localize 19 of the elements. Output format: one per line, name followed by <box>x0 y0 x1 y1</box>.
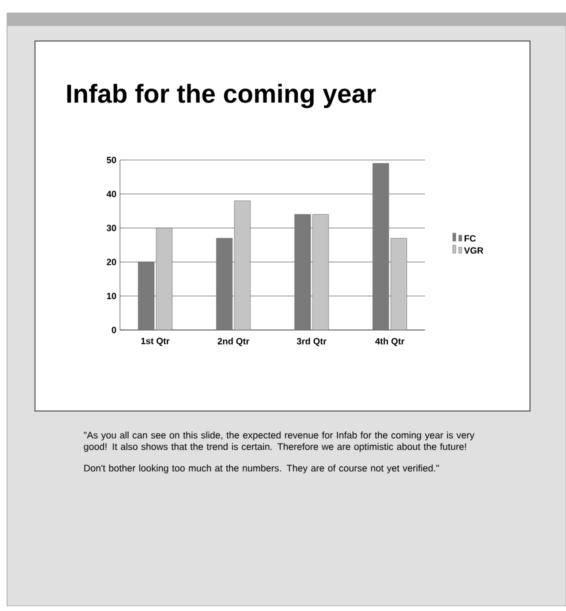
text: "As you all can see on this slide, the expected revenue for Infab for the coming year is very good! It also shows that the trend is certain. Therefore we are optimistic about the future! <box>84 432 474 452</box>
text: Don't bother looking too much at the numbers. They are of course not yet verified." <box>84 464 439 474</box>
y-tick-label: 50 <box>106 156 116 164</box>
x-tick-label: 4th Qtr <box>375 338 404 346</box>
bar <box>312 214 329 330</box>
x-tick-label: 1st Qtr <box>141 338 170 346</box>
x-tick-label: 2nd Qtr <box>218 338 250 346</box>
legend-label: VGR <box>464 247 484 254</box>
chart-title: Infab for the coming year <box>67 84 376 108</box>
bar <box>156 228 172 330</box>
x-tick-label: 3rd Qtr <box>296 338 326 346</box>
bar <box>390 238 407 330</box>
y-tick-label: 10 <box>106 292 116 300</box>
legend-label: FC <box>464 235 476 242</box>
bar <box>234 200 251 330</box>
y-tick-label: 0 <box>112 326 116 334</box>
y-tick-label: 40 <box>106 190 116 198</box>
y-tick-label: 20 <box>106 258 116 266</box>
y-tick-label: 30 <box>106 224 116 232</box>
